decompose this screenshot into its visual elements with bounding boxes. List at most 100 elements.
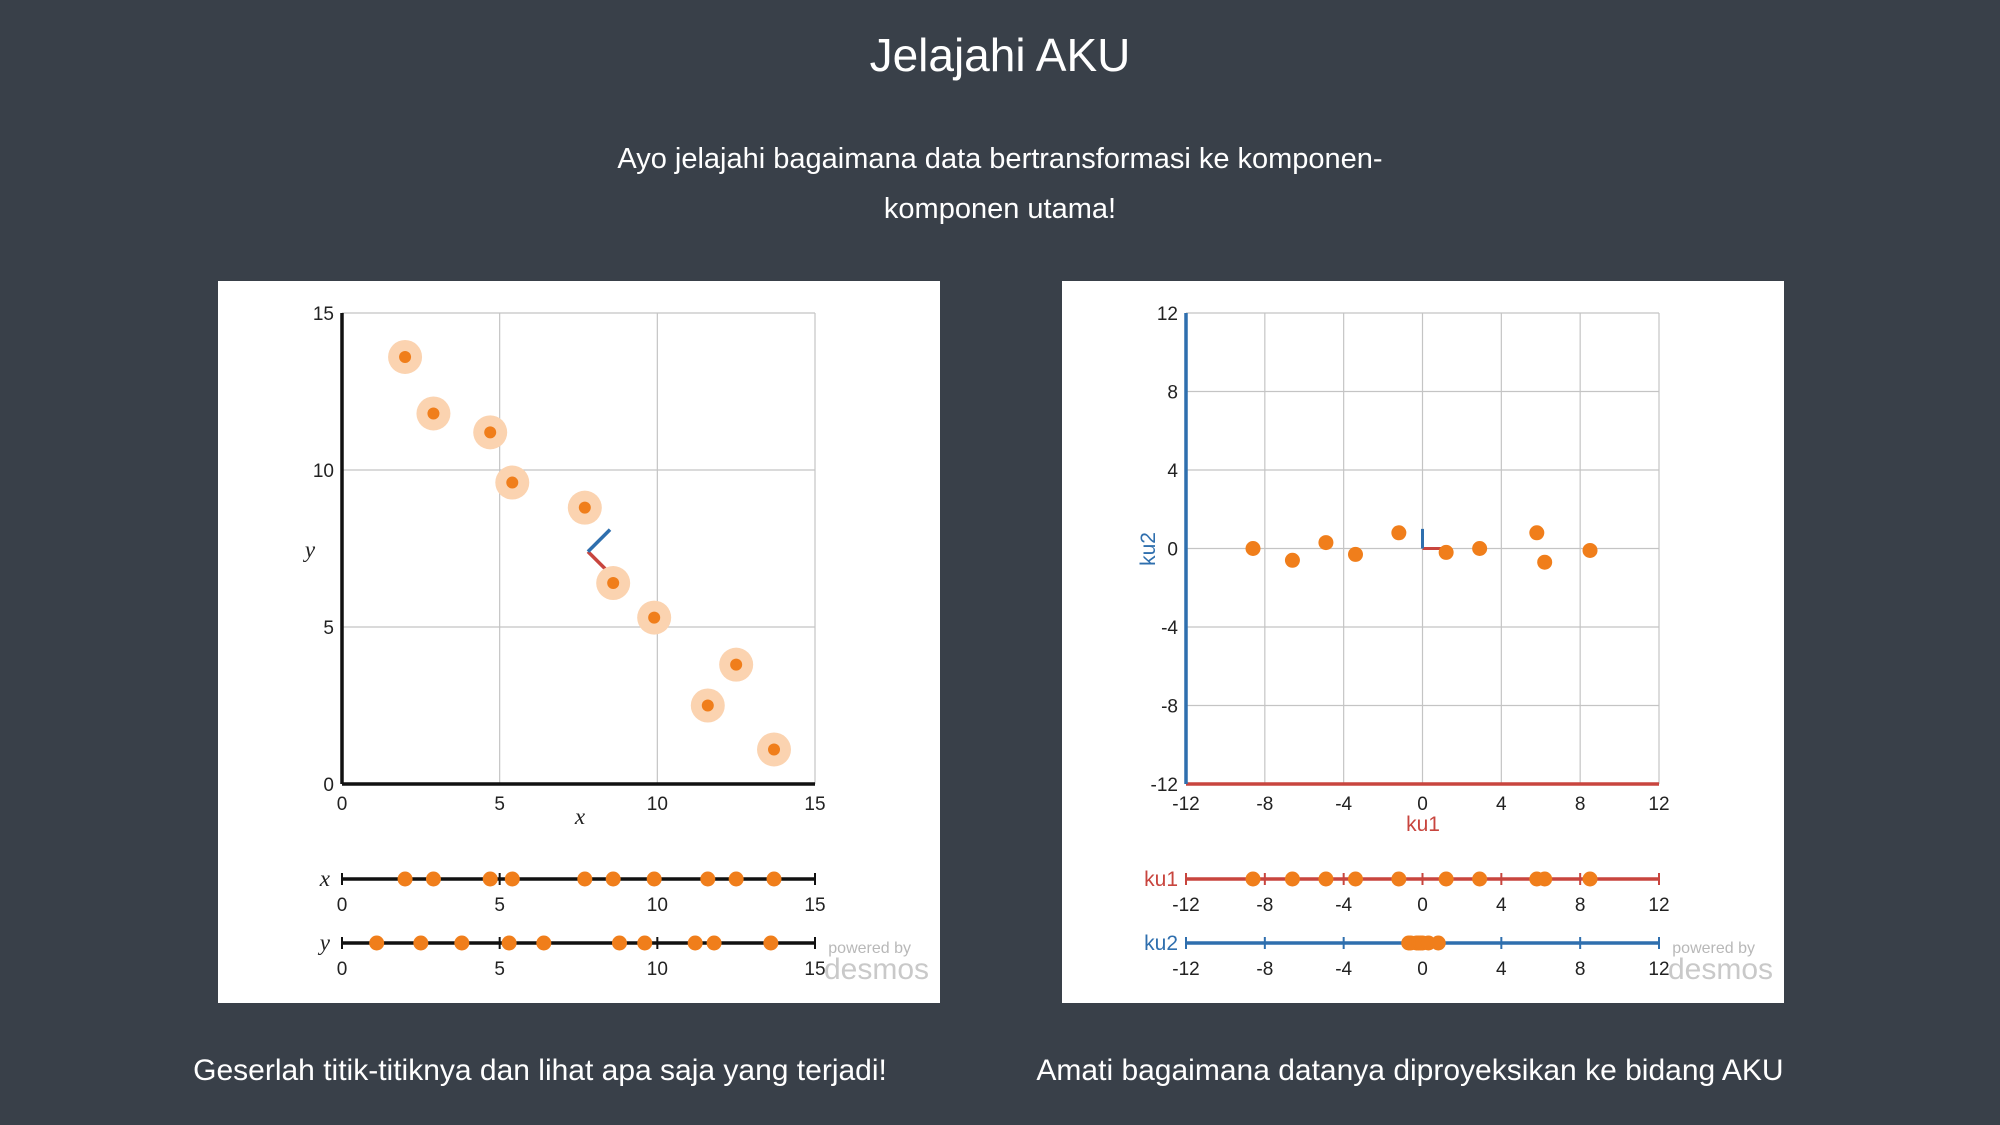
y-projection-tick-label: 4 <box>1496 959 1507 980</box>
y-tick-label: -8 <box>1161 697 1178 718</box>
data-point <box>484 426 497 439</box>
x-projection-point <box>1537 871 1553 887</box>
y-projection-point <box>1430 935 1446 951</box>
x-projection-point <box>425 871 441 887</box>
y-projection-tick-label: 8 <box>1575 959 1586 980</box>
ku1-axis-label: ku1 <box>1406 813 1440 836</box>
y-projection-label: ku2 <box>1144 932 1178 955</box>
x-projection-point <box>1438 871 1454 887</box>
x-projection-point <box>397 871 413 887</box>
x-tick-label: -8 <box>1256 794 1273 815</box>
x-projection-tick-label: 0 <box>337 895 348 916</box>
y-projection-tick-label: -12 <box>1172 959 1199 980</box>
pca-projection-plot[interactable]: -12 -8 -4 0 4 8 12 -12 -8 -4 0 4 8 12 ku1 ku2 ku1 -12 -8 -4… <box>1062 281 1784 1003</box>
x-projection-point <box>605 871 621 887</box>
x-tick-label: 8 <box>1575 794 1586 815</box>
data-point <box>506 476 519 489</box>
x-projection-tick-label: -12 <box>1172 895 1199 916</box>
x-axis-label: x <box>574 804 586 829</box>
y-projection-point <box>454 935 470 951</box>
data-point <box>701 699 714 712</box>
x-tick-label: 12 <box>1648 794 1669 815</box>
x-projection-tick-label: 15 <box>804 895 825 916</box>
y-projection-tick-label: -4 <box>1335 959 1352 980</box>
x-projection-point <box>766 871 782 887</box>
y-tick-label: 4 <box>1167 461 1178 482</box>
y-projection-point <box>413 935 429 951</box>
y-projection-point <box>763 935 779 951</box>
x-projection-tick-label: 10 <box>647 895 668 916</box>
data-point <box>730 658 743 671</box>
x-projection-point <box>646 871 662 887</box>
y-projection-point <box>536 935 552 951</box>
x-projection-tick-label: 5 <box>494 895 505 916</box>
data-point <box>1318 535 1334 551</box>
y-projection-point <box>501 935 517 951</box>
data-point <box>1438 544 1454 560</box>
right-caption: Amati bagaimana datanya diproyeksikan ke… <box>1036 1054 1784 1087</box>
powered-by-text: powered by <box>1672 940 1755 957</box>
x-projection-tick-label: 8 <box>1575 895 1586 916</box>
x-projection-tick-label: 4 <box>1496 895 1507 916</box>
desmos-logo: desmos <box>824 953 929 986</box>
y-projection-point <box>637 935 653 951</box>
data-point <box>768 743 781 756</box>
x-tick-label: -12 <box>1172 794 1199 815</box>
data-point <box>1472 541 1488 556</box>
y-tick-label: 5 <box>323 618 334 639</box>
x-projection-label: ku1 <box>1144 868 1178 891</box>
y-tick-label: -12 <box>1151 775 1178 796</box>
x-tick-label: 15 <box>804 794 825 815</box>
pca-projection-graph[interactable]: -12 -8 -4 0 4 8 12 -12 -8 -4 0 4 8 12 ku1 ku2 ku1 -12 -8 -4… <box>1062 281 1784 1003</box>
x-projection-point <box>482 871 498 887</box>
page-subtitle: Ayo jelajahi bagaimana data bertransform… <box>617 143 1383 225</box>
data-point <box>1284 552 1300 568</box>
left-caption: Geserlah titik-titiknya dan lihat apa sa… <box>193 1054 887 1087</box>
data-point <box>1529 525 1545 541</box>
y-tick-label: 0 <box>323 775 334 796</box>
x-projection-point <box>1391 871 1407 887</box>
desmos-logo: desmos <box>1668 953 1773 986</box>
x-projection-tick-label: 12 <box>1648 895 1669 916</box>
y-projection-point <box>687 935 703 951</box>
x-tick-label: 5 <box>494 794 505 815</box>
y-tick-label: 10 <box>313 461 334 482</box>
data-point <box>1245 541 1261 556</box>
x-tick-label: 0 <box>1417 794 1428 815</box>
x-projection-tick-label: 0 <box>1417 895 1428 916</box>
y-tick-label: 15 <box>313 304 334 325</box>
page-title: Jelajahi AKU <box>869 29 1131 81</box>
y-tick-label: 8 <box>1167 383 1178 404</box>
x-projection-point <box>1318 871 1334 887</box>
x-projection-point <box>504 871 520 887</box>
data-point <box>427 407 440 420</box>
data-point <box>648 611 661 624</box>
data-point <box>578 501 591 514</box>
y-projection-label: y <box>318 930 331 955</box>
x-projection-point <box>700 871 716 887</box>
x-tick-label: 4 <box>1496 794 1507 815</box>
x-tick-label: 10 <box>647 794 668 815</box>
original-data-graph[interactable]: 0 5 10 15 0 5 10 15 x y x 0 5 10 15 y 0 5 10 15 powered by de… <box>218 281 940 1003</box>
data-point <box>607 577 620 590</box>
x-projection-point <box>577 871 593 887</box>
data-point <box>1391 525 1407 541</box>
ku2-axis-label: ku2 <box>1137 532 1160 566</box>
y-projection-tick-label: 15 <box>804 959 825 980</box>
data-point <box>1537 554 1553 570</box>
y-projection-point <box>706 935 722 951</box>
y-projection-tick-label: -8 <box>1256 959 1273 980</box>
y-projection-tick-label: 0 <box>337 959 348 980</box>
x-projection-point <box>728 871 744 887</box>
y-projection-tick-label: 12 <box>1648 959 1669 980</box>
pc2-vector <box>586 528 612 553</box>
y-axis-label: y <box>303 537 316 562</box>
x-projection-tick-label: -4 <box>1335 895 1352 916</box>
y-tick-label: 0 <box>1167 540 1178 561</box>
x-projection-point <box>1245 871 1261 887</box>
y-projection-point <box>369 935 385 951</box>
data-point <box>399 350 412 363</box>
x-projection-point <box>1284 871 1300 887</box>
x-projection-point <box>1347 871 1363 887</box>
